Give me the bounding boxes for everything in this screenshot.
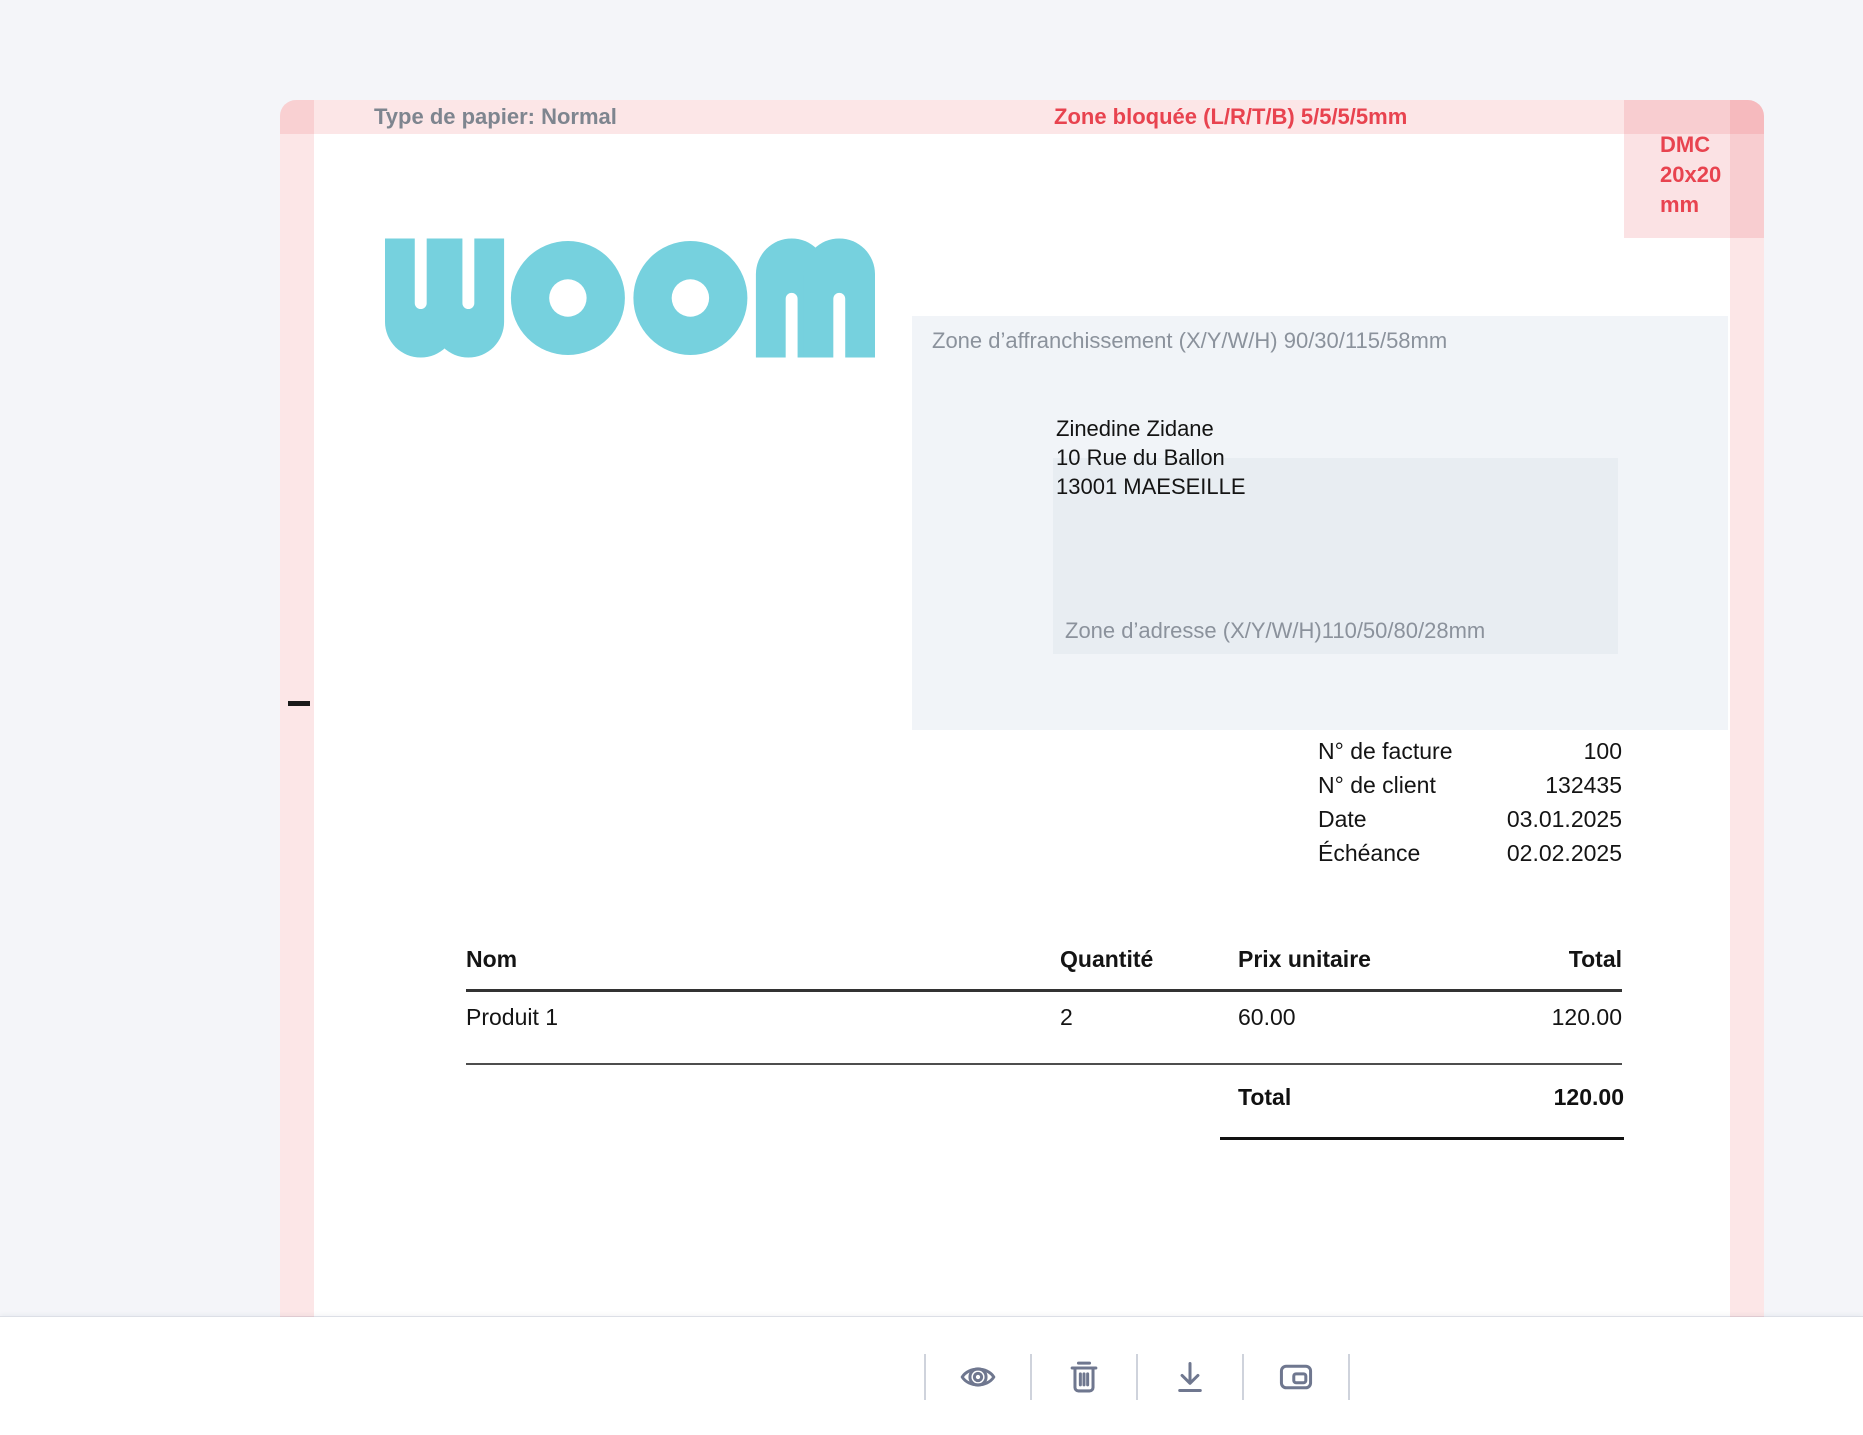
address-zone-label: Zone d’adresse (X/Y/W/H)110/50/80/28mm — [1065, 618, 1486, 643]
paper-type-label: Type de papier: Normal — [374, 104, 617, 129]
recipient-address: Zinedine Zidane 10 Rue du Ballon 13001 M… — [1056, 414, 1246, 501]
format-button[interactable] — [1274, 1355, 1318, 1399]
invoice-meta: N° de facture 100 N° de client 132435 Da… — [1318, 734, 1622, 870]
address-zone: Zone d’adresse (X/Y/W/H)110/50/80/28mm — [1053, 458, 1618, 654]
item-total: 120.00 — [1551, 1004, 1622, 1030]
trash-icon — [1070, 1361, 1098, 1392]
delete-button[interactable] — [1062, 1355, 1106, 1399]
toolbar-divider — [924, 1353, 926, 1400]
client-number-row: N° de client 132435 — [1318, 768, 1622, 802]
toolbar-divider — [1348, 1353, 1350, 1400]
download-icon — [1178, 1361, 1202, 1392]
col-header-prix-unitaire: Prix unitaire — [1238, 946, 1371, 972]
due-date-value: 02.02.2025 — [1506, 840, 1622, 866]
items-table: Nom Quantité Prix unitaire Total Produit… — [466, 940, 1622, 1065]
due-date-label: Échéance — [1318, 840, 1421, 866]
recipient-city: 13001 MAESEILLE — [1056, 474, 1246, 499]
franking-zone-label: Zone d’affranchissement (X/Y/W/H) 90/30/… — [932, 328, 1448, 353]
grand-total-value: 120.00 — [1553, 1084, 1624, 1110]
recipient-name: Zinedine Zidane — [1056, 416, 1214, 441]
fold-mark — [288, 701, 310, 706]
client-number-label: N° de client — [1318, 772, 1436, 798]
download-button[interactable] — [1168, 1355, 1212, 1399]
item-name: Produit 1 — [466, 1004, 559, 1030]
blocked-zone-right-strip — [1730, 100, 1764, 1317]
invoice-number-value: 100 — [1583, 738, 1622, 764]
invoice-number-label: N° de facture — [1318, 738, 1453, 764]
bottom-toolbar: Corriger le document — [0, 1316, 1863, 1435]
recipient-street: 10 Rue du Ballon — [1056, 445, 1225, 470]
woom-logo — [385, 238, 875, 358]
col-header-nom: Nom — [466, 946, 518, 972]
grand-total-row: Total 120.00 — [1220, 1084, 1624, 1140]
invoice-number-row: N° de facture 100 — [1318, 734, 1622, 768]
item-unit-price: 60.00 — [1238, 1004, 1296, 1030]
table-row: Produit 1 2 60.00 120.00 — [466, 992, 1622, 1065]
toolbar-divider — [1136, 1353, 1138, 1400]
col-header-quantite: Quantité — [1060, 946, 1154, 972]
blocked-zone-label: Zone bloquée (L/R/T/B) 5/5/5/5mm — [1054, 104, 1408, 129]
preview-button[interactable] — [956, 1355, 1000, 1399]
item-quantity: 2 — [1060, 1004, 1073, 1030]
client-number-value: 132435 — [1545, 772, 1622, 798]
toolbar-divider — [1030, 1353, 1032, 1400]
eye-preview-icon — [960, 1366, 996, 1387]
invoice-date-value: 03.01.2025 — [1506, 806, 1622, 832]
dmc-zone: DMC 20x20 mm — [1624, 100, 1764, 238]
woom-logo-icon — [385, 238, 875, 358]
blocked-zone-left-strip — [280, 100, 314, 1317]
invoice-paper: Type de papier: Normal Zone bloquée (L/R… — [280, 100, 1764, 1317]
items-table-header: Nom Quantité Prix unitaire Total — [466, 940, 1622, 992]
blocked-zone-top-strip — [280, 100, 1764, 134]
due-date-row: Échéance 02.02.2025 — [1318, 836, 1622, 870]
invoice-date-label: Date — [1318, 806, 1367, 832]
invoice-date-row: Date 03.01.2025 — [1318, 802, 1622, 836]
toolbar-icon-group — [924, 1317, 1350, 1435]
toolbar-divider — [1242, 1353, 1244, 1400]
grand-total-label: Total — [1238, 1084, 1292, 1110]
col-header-total: Total — [1568, 946, 1622, 972]
card-format-icon — [1279, 1364, 1313, 1389]
dmc-zone-label: DMC 20x20 mm — [1660, 132, 1722, 217]
